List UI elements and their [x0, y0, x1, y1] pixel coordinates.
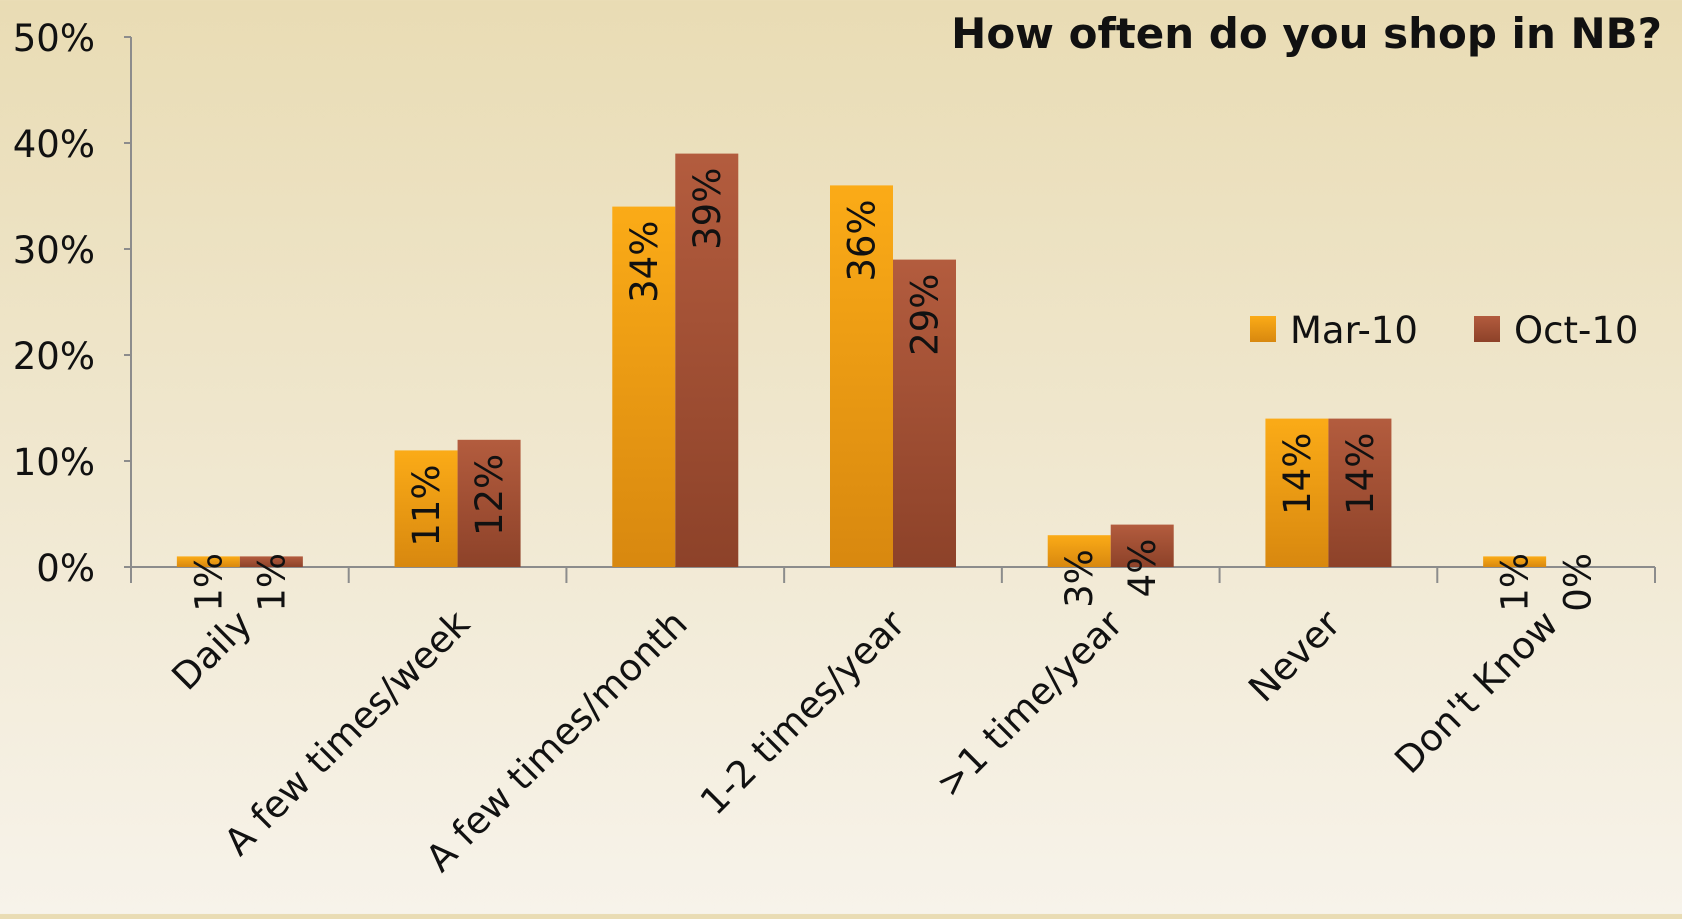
x-tick-label: Never	[1240, 601, 1349, 710]
x-tick-label: Don't Know	[1386, 602, 1566, 782]
data-label-series-1: 36%	[841, 199, 884, 281]
y-tick-label: 50%	[13, 17, 95, 60]
bar-series-2	[457, 439, 521, 567]
x-tick-label: >1 time/year	[927, 601, 1131, 805]
bar-series-2	[239, 556, 303, 567]
data-label-series-1: 1%	[1494, 553, 1537, 612]
x-tick-label: Daily	[164, 602, 261, 699]
legend-marker-series-1	[1250, 316, 1276, 342]
bar-series-2	[1110, 524, 1174, 567]
bar-series-1	[1483, 556, 1547, 567]
data-label-series-1: 11%	[405, 464, 448, 546]
data-label-series-1: 14%	[1276, 433, 1319, 515]
data-label-series-2: 1%	[250, 553, 293, 612]
legend-label-series-1: Mar-10	[1290, 309, 1418, 352]
bar-series-2	[675, 153, 739, 567]
bar-series-1	[1265, 418, 1329, 567]
y-tick-label: 20%	[13, 335, 95, 378]
data-label-series-2: 12%	[468, 454, 511, 536]
x-tick-label: A few times/week	[216, 602, 478, 864]
bars: 1% 11% 34% 36% 3% 14% 1% 1% 12% 39% 29% 4% 14% 0%	[176, 153, 1600, 612]
data-label-series-1: 34%	[623, 221, 666, 303]
data-label-series-1: 3%	[1058, 549, 1101, 608]
legend: Mar-10 Oct-10	[1250, 309, 1638, 352]
bar-series-1	[612, 206, 676, 567]
data-label-series-2: 14%	[1339, 433, 1382, 515]
y-tick-label: 40%	[13, 123, 95, 166]
y-tick-label: 30%	[13, 229, 95, 272]
bar-series-1	[1047, 535, 1111, 567]
y-tick-label: 0%	[36, 547, 95, 590]
data-label-series-2: 4%	[1121, 539, 1164, 598]
x-tick-label: 1-2 times/year	[692, 601, 914, 823]
legend-label-series-2: Oct-10	[1514, 309, 1638, 352]
bar-series-1	[176, 556, 240, 567]
data-label-series-1: 1%	[187, 553, 230, 612]
bar-series-2	[1328, 418, 1392, 567]
data-label-series-2: 0%	[1557, 553, 1600, 612]
y-tick-label: 10%	[13, 441, 95, 484]
bar-series-1	[394, 450, 458, 567]
chart-title: How often do you shop in NB?	[951, 9, 1662, 58]
data-label-series-2: 39%	[686, 168, 729, 250]
bar-series-2	[893, 259, 956, 567]
legend-marker-series-2	[1474, 316, 1500, 342]
bar-series-1	[830, 185, 893, 567]
data-label-series-2: 29%	[904, 274, 947, 356]
